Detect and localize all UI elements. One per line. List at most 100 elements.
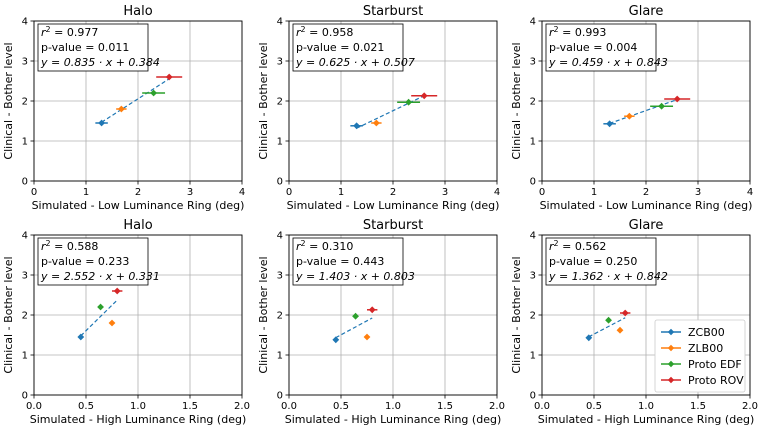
data-point	[420, 92, 428, 100]
subplot-3: 0 1 2 3 4 0 1 2 3 4 Glare Simulated - Low Luminance…	[510, 4, 753, 212]
r-squared-value: = 0.958	[306, 26, 354, 39]
x-tick-label: 2.0	[489, 401, 505, 412]
x-tick-label: 1.5	[437, 401, 453, 412]
y-tick-label: 2	[22, 311, 28, 322]
regression-line	[588, 317, 626, 338]
y-tick-label: 1	[530, 351, 536, 362]
subplot-title: Starburst	[363, 218, 423, 233]
x-tick-label: 4	[747, 187, 753, 198]
x-tick-label: 1	[83, 187, 89, 198]
subplot-6: 0.0 0.5 1.0 1.5 2.0 0 1 2 3 4 Glare Simulated - Hig…	[510, 218, 758, 426]
y-tick-label: 0	[277, 391, 283, 402]
x-tick-label: 0.5	[78, 401, 94, 412]
data-point	[352, 312, 359, 320]
y-tick-label: 3	[22, 57, 28, 68]
r-squared-value: = 0.588	[51, 240, 99, 253]
data-point	[372, 119, 380, 127]
y-tick-label: 0	[530, 177, 536, 188]
y-axis-label: Clinical - Bother level	[257, 256, 270, 373]
legend-box	[654, 319, 746, 393]
r-squared-exponent: 2	[554, 239, 559, 248]
r-squared-exponent: 2	[301, 239, 306, 248]
x-tick-label: 2.0	[234, 401, 250, 412]
x-axis-label: Simulated - High Luminance Ring (deg)	[538, 413, 754, 426]
data-point	[150, 89, 157, 97]
y-tick-label: 2	[22, 97, 28, 108]
r-squared-symbol: r	[41, 26, 47, 39]
legend-label: Proto ROV	[688, 374, 744, 387]
r-squared-value: = 0.977	[51, 26, 99, 39]
y-tick-label: 3	[530, 271, 536, 282]
x-tick-label: 0.5	[333, 401, 349, 412]
fit-equation-text: y = 1.362 · x + 0.842	[548, 270, 668, 283]
data-point	[405, 98, 412, 106]
data-point	[117, 105, 125, 113]
r-squared-value: = 0.562	[559, 240, 607, 253]
y-tick-label: 3	[530, 57, 536, 68]
subplot-1: 0 1 2 3 4 0 1 2 3 4 Halo Simulated - Low Luminance …	[2, 4, 245, 212]
regression-line	[356, 95, 425, 129]
regression-line	[609, 98, 678, 124]
data-point	[621, 309, 629, 317]
legend-label: Proto EDF	[688, 358, 742, 371]
data-point	[98, 119, 105, 127]
data-point	[165, 73, 173, 81]
x-tick-label: 3	[695, 187, 701, 198]
fit-equation-text: y = 0.459 · x + 0.843	[548, 56, 668, 69]
legend-marker	[667, 360, 675, 368]
y-tick-label: 4	[277, 231, 283, 242]
legend-label: ZLB00	[688, 342, 723, 355]
data-point	[585, 334, 593, 342]
y-tick-label: 4	[530, 231, 536, 242]
r-squared-value: = 0.993	[559, 26, 607, 39]
y-axis-label: Clinical - Bother level	[257, 42, 270, 159]
x-tick-label: 3	[187, 187, 193, 198]
x-tick-label: 1	[338, 187, 344, 198]
legend-label: ZCB00	[688, 326, 725, 339]
y-tick-label: 2	[530, 311, 536, 322]
r-squared-symbol: r	[41, 240, 47, 253]
y-tick-label: 0	[530, 391, 536, 402]
x-tick-label: 3	[442, 187, 448, 198]
r-squared-text: r2 = 0.562	[549, 239, 606, 253]
r-squared-text: r2 = 0.993	[549, 25, 606, 39]
y-tick-label: 3	[277, 57, 283, 68]
y-tick-label: 4	[530, 17, 536, 28]
data-point	[363, 333, 371, 341]
x-axis-label: Simulated - Low Luminance Ring (deg)	[32, 199, 245, 212]
r-squared-exponent: 2	[46, 239, 51, 248]
y-axis-label: Clinical - Bother level	[2, 256, 15, 373]
y-tick-label: 2	[277, 97, 283, 108]
r-squared-symbol: r	[296, 240, 302, 253]
x-tick-label: 2.0	[742, 401, 758, 412]
y-axis-label: Clinical - Bother level	[510, 42, 523, 159]
r-squared-text: r2 = 0.977	[41, 25, 98, 39]
fit-equation-text: y = 2.552 · x + 0.331	[40, 270, 160, 283]
x-tick-label: 4	[239, 187, 245, 198]
x-axis-label: Simulated - Low Luminance Ring (deg)	[540, 199, 753, 212]
x-tick-label: 0	[286, 187, 292, 198]
x-tick-label: 0	[539, 187, 545, 198]
y-axis-label: Clinical - Bother level	[510, 256, 523, 373]
subplot-title: Halo	[123, 4, 152, 19]
y-tick-label: 1	[277, 137, 283, 148]
data-point	[606, 120, 613, 128]
x-tick-label: 0.0	[26, 401, 42, 412]
regression-line	[80, 299, 118, 337]
y-tick-label: 2	[277, 311, 283, 322]
p-value-text: p-value = 0.004	[549, 41, 637, 54]
x-axis-label: Simulated - High Luminance Ring (deg)	[285, 413, 501, 426]
data-point	[625, 112, 633, 120]
data-point	[605, 316, 612, 324]
x-tick-label: 1.5	[182, 401, 198, 412]
data-point	[368, 306, 376, 314]
legend-marker	[667, 344, 675, 352]
r-squared-symbol: r	[549, 26, 555, 39]
x-tick-label: 0.0	[281, 401, 297, 412]
legend: ZCB00 ZLB00 Proto EDF Proto ROV	[654, 319, 746, 393]
y-tick-label: 0	[22, 177, 28, 188]
p-value-text: p-value = 0.011	[41, 41, 129, 54]
x-tick-label: 1.0	[385, 401, 401, 412]
data-point	[673, 95, 681, 103]
